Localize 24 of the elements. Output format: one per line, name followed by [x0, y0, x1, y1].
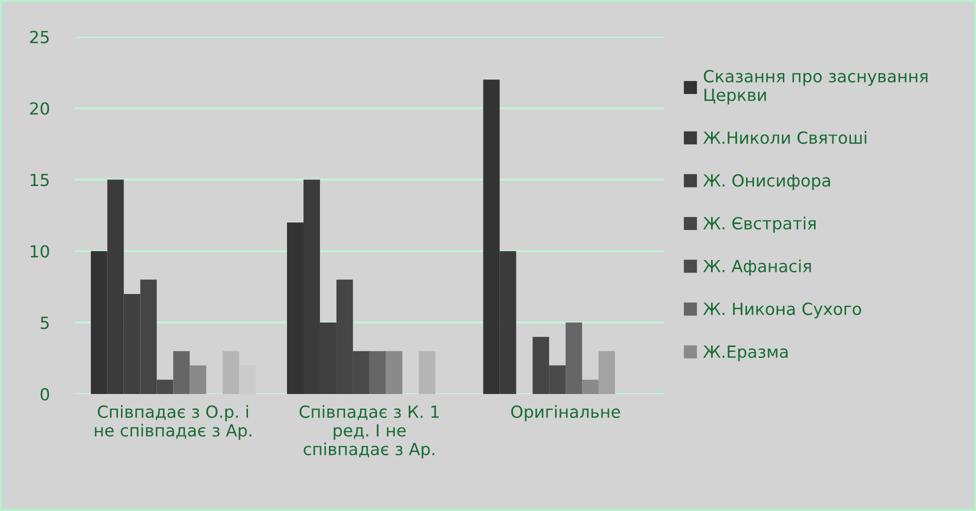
x-tick-label: Співпадає з К. 1 ред. І не співпадає з Ар.	[300, 405, 439, 459]
legend-label: Ж.Еразма	[703, 346, 788, 362]
legend-label: Ж.Николи Святоші	[703, 131, 866, 144]
bar	[369, 351, 386, 394]
bar	[598, 351, 616, 394]
bar	[582, 380, 599, 394]
y-tick-label: 5	[40, 316, 49, 330]
legend-label: Ж. Онисифора	[703, 174, 830, 190]
bar	[173, 351, 190, 394]
legend-label: Сказання про заснування Церкви	[704, 70, 928, 104]
y-tick-label: 25	[30, 30, 49, 44]
legend-label: Ж. Никона Сухого	[703, 302, 862, 318]
legend-label: Ж. Євстратія	[703, 216, 816, 233]
y-tick-label: 20	[30, 102, 50, 115]
bar	[190, 365, 206, 394]
legend-label: Ж. Афанасія	[703, 259, 811, 276]
y-tick-label: 0	[40, 388, 50, 401]
bar	[566, 322, 582, 394]
x-tick-label: Оригінальне	[511, 405, 620, 422]
x-tick-label: Співпадає з О.р. і не співпадає з Ар.	[94, 405, 252, 440]
bar	[418, 351, 436, 394]
bar	[386, 351, 402, 394]
y-tick-label: 10	[30, 245, 50, 258]
y-tick-label: 15	[30, 174, 49, 186]
